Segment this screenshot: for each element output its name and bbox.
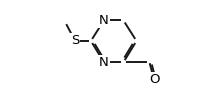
Text: S: S <box>71 34 79 47</box>
Text: N: N <box>99 14 109 27</box>
Text: N: N <box>99 56 109 69</box>
Text: O: O <box>149 73 159 86</box>
